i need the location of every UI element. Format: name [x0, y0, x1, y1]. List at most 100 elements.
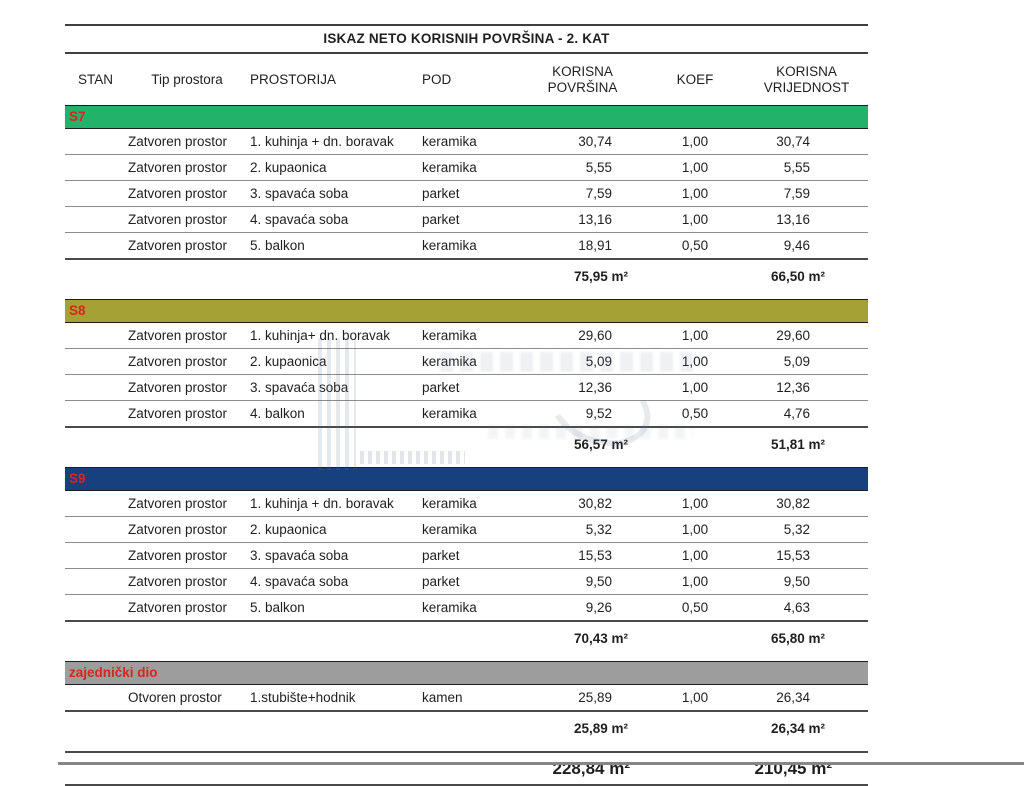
subtotal-area: 25,89 m²: [573, 721, 628, 736]
grand-total-value: 210,45 m²: [754, 759, 833, 778]
prostorija-cell: 3. spavaća soba: [250, 548, 349, 563]
table-row: Zatvoren prostor 3. spavaća soba parket 12,…: [65, 375, 868, 401]
grand-total-row: 228,84 m² 210,45 m²: [65, 751, 868, 786]
prostorija-cell: 4. spavaća soba: [250, 574, 349, 589]
korisna-povrsina-cell: 30,74: [578, 134, 612, 149]
tip-prostora-cell: Zatvoren prostor: [128, 238, 228, 253]
korisna-vrijednost-cell: 5,09: [783, 354, 810, 369]
subtotal-area: 70,43 m²: [573, 631, 628, 646]
table-title: ISKAZ NETO KORISNIH POVRŠINA - 2. KAT: [65, 24, 868, 54]
pod-cell: keramika: [422, 406, 477, 421]
korisna-vrijednost-cell: 5,55: [783, 160, 810, 175]
koef-cell: 1,00: [681, 690, 709, 705]
korisna-povrsina-cell: 5,32: [585, 522, 612, 537]
pod-cell: keramika: [422, 238, 477, 253]
korisna-vrijednost-cell: 9,46: [783, 238, 810, 253]
korisna-vrijednost-cell: 4,76: [783, 406, 810, 421]
prostorija-cell: 4. balkon: [250, 406, 305, 421]
stan-cell: [65, 349, 126, 374]
tip-prostora-cell: Zatvoren prostor: [128, 574, 228, 589]
table-sections: S7 Zatvoren prostor 1. kuhinja + dn. borav…: [65, 105, 868, 745]
pod-cell: keramika: [422, 522, 477, 537]
korisna-vrijednost-cell: 30,74: [776, 134, 810, 149]
stan-cell: [65, 207, 126, 232]
tip-prostora-cell: Zatvoren prostor: [128, 186, 228, 201]
tip-prostora-cell: Otvoren prostor: [128, 690, 222, 705]
grand-total-area: 228,84 m²: [552, 759, 631, 778]
prostorija-cell: 5. balkon: [250, 238, 305, 253]
korisna-povrsina-cell: 9,26: [585, 600, 612, 615]
column-header-prostorija: PROSTORIJA: [250, 71, 337, 87]
section-subtotal-s7: 75,95 m² 66,50 m²: [65, 260, 868, 293]
table-row: Zatvoren prostor 2. kupaonica keramika 5,55…: [65, 155, 868, 181]
section-subtotal-zajednicki-dio: 25,89 m² 26,34 m²: [65, 712, 868, 745]
table-row: Zatvoren prostor 2. kupaonica keramika 5,32…: [65, 517, 868, 543]
stan-cell: [65, 595, 126, 620]
prostorija-cell: 2. kupaonica: [250, 522, 327, 537]
tip-prostora-cell: Zatvoren prostor: [128, 496, 228, 511]
koef-cell: 0,50: [681, 406, 709, 421]
table-row: Zatvoren prostor 5. balkon keramika 9,26 0,5…: [65, 595, 868, 622]
koef-cell: 1,00: [681, 212, 709, 227]
subtotal-value: 26,34 m²: [770, 721, 825, 736]
pod-cell: parket: [422, 380, 460, 395]
tip-prostora-cell: Zatvoren prostor: [128, 406, 228, 421]
stan-cell: [65, 543, 126, 568]
section-label-s8: S8: [69, 303, 86, 318]
koef-cell: 1,00: [681, 522, 709, 537]
table-row: Zatvoren prostor 5. balkon keramika 18,91 0,…: [65, 233, 868, 260]
koef-cell: 1,00: [681, 186, 709, 201]
tip-prostora-cell: Zatvoren prostor: [128, 134, 228, 149]
korisna-vrijednost-cell: 15,53: [776, 548, 810, 563]
column-header-korisna-vrijednost: KORISNA VRIJEDNOST: [763, 63, 850, 95]
prostorija-cell: 1. kuhinja + dn. boravak: [250, 496, 394, 511]
subtotal-area: 75,95 m²: [573, 269, 628, 284]
stan-cell: [65, 401, 126, 426]
korisna-povrsina-cell: 12,36: [578, 380, 612, 395]
table-row: Zatvoren prostor 1. kuhinja + dn. boravak…: [65, 491, 868, 517]
net-usable-area-table: ISKAZ NETO KORISNIH POVRŠINA - 2. KAT ST…: [65, 24, 868, 786]
table-row: Zatvoren prostor 3. spavaća soba parket 7,5…: [65, 181, 868, 207]
stan-cell: [65, 517, 126, 542]
prostorija-cell: 1. kuhinja+ dn. boravak: [250, 328, 390, 343]
koef-cell: 1,00: [681, 496, 709, 511]
table-row: Otvoren prostor 1.stubište+hodnik kamen 25,…: [65, 685, 868, 712]
korisna-vrijednost-cell: 12,36: [776, 380, 810, 395]
koef-cell: 1,00: [681, 160, 709, 175]
stan-cell: [65, 323, 126, 348]
korisna-vrijednost-cell: 5,32: [783, 522, 810, 537]
stan-cell: [65, 685, 126, 710]
tip-prostora-cell: Zatvoren prostor: [128, 354, 228, 369]
tip-prostora-cell: Zatvoren prostor: [128, 522, 228, 537]
tip-prostora-cell: Zatvoren prostor: [128, 328, 228, 343]
koef-cell: 1,00: [681, 574, 709, 589]
korisna-povrsina-cell: 9,50: [585, 574, 612, 589]
koef-cell: 1,00: [681, 134, 709, 149]
pod-cell: parket: [422, 548, 460, 563]
pod-cell: keramika: [422, 160, 477, 175]
korisna-povrsina-cell: 13,16: [578, 212, 612, 227]
column-header-stan: STAN: [77, 71, 113, 87]
pod-cell: parket: [422, 212, 460, 227]
korisna-vrijednost-cell: 29,60: [776, 328, 810, 343]
pod-cell: kamen: [422, 690, 463, 705]
korisna-povrsina-cell: 25,89: [578, 690, 612, 705]
prostorija-cell: 4. spavaća soba: [250, 212, 349, 227]
tip-prostora-cell: Zatvoren prostor: [128, 160, 228, 175]
pod-cell: parket: [422, 574, 460, 589]
stan-cell: [65, 129, 126, 154]
prostorija-cell: 1. kuhinja + dn. boravak: [250, 134, 394, 149]
pod-cell: keramika: [422, 600, 477, 615]
prostorija-cell: 5. balkon: [250, 600, 305, 615]
table-row: Zatvoren prostor 1. kuhinja + dn. boravak…: [65, 129, 868, 155]
korisna-vrijednost-cell: 4,63: [783, 600, 810, 615]
table-row: Zatvoren prostor 3. spavaća soba parket 15,…: [65, 543, 868, 569]
prostorija-cell: 2. kupaonica: [250, 354, 327, 369]
stan-cell: [65, 491, 126, 516]
section-band-s9: S9: [65, 467, 868, 491]
section-subtotal-s8: 56,57 m² 51,81 m²: [65, 428, 868, 461]
koef-cell: 1,00: [681, 548, 709, 563]
korisna-povrsina-cell: 29,60: [578, 328, 612, 343]
korisna-vrijednost-cell: 30,82: [776, 496, 810, 511]
koef-cell: 1,00: [681, 380, 709, 395]
